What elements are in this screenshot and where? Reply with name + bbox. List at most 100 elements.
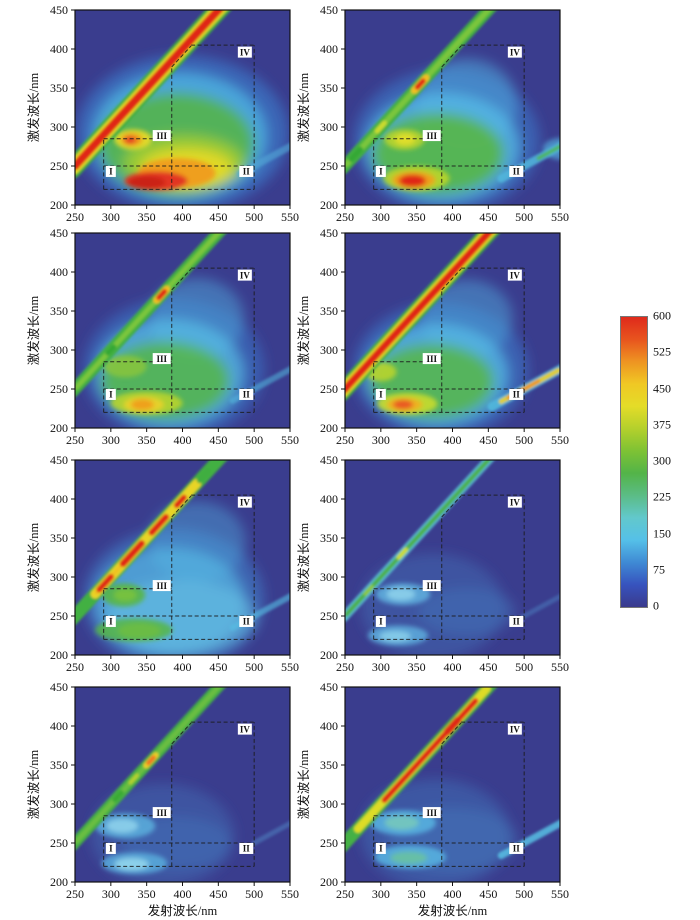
y-axis-title: 激发波长/nm xyxy=(296,523,311,593)
y-tick-label: 400 xyxy=(320,719,338,733)
region-label-iii: III xyxy=(426,131,437,141)
x-tick-label: 500 xyxy=(245,887,263,901)
region-label-i: I xyxy=(109,167,113,177)
fluorescence-peak-blob xyxy=(128,176,166,189)
second-order-scatter-line xyxy=(536,144,560,161)
rayleigh-hot-spot xyxy=(196,467,212,484)
x-tick-label: 450 xyxy=(209,433,227,447)
region-label-iv: IV xyxy=(240,724,251,734)
x-tick-label: 350 xyxy=(138,433,156,447)
y-tick-label: 350 xyxy=(50,81,68,95)
x-tick-label: 400 xyxy=(444,660,462,674)
region-label-i: I xyxy=(379,617,383,627)
y-tick-label: 400 xyxy=(320,42,338,56)
x-tick-label: 550 xyxy=(281,660,299,674)
region-label-iii: III xyxy=(156,581,167,591)
rayleigh-hot-spot xyxy=(119,540,145,567)
x-tick-label: 450 xyxy=(209,660,227,674)
x-tick-label: 550 xyxy=(281,210,299,224)
rayleigh-scatter-line xyxy=(75,233,222,390)
colorbar-tick-label: 600 xyxy=(653,308,671,323)
region-label-i: I xyxy=(109,617,113,627)
region-label-box xyxy=(422,807,441,819)
x-tick-label: 300 xyxy=(102,660,120,674)
region-label-box xyxy=(509,615,524,627)
region-label-ii: II xyxy=(513,390,521,400)
fluorescence-peak-blob xyxy=(395,134,416,145)
x-tick-label: 350 xyxy=(408,433,426,447)
x-tick-label: 350 xyxy=(408,660,426,674)
rayleigh-hot-spot xyxy=(396,547,409,560)
y-tick-label: 250 xyxy=(50,382,68,396)
region-boundary-dashed-line xyxy=(441,45,462,68)
region-label-box xyxy=(507,723,522,735)
x-tick-label: 500 xyxy=(245,660,263,674)
region-label-box xyxy=(237,496,252,508)
region-label-i: I xyxy=(379,844,383,854)
region-label-box xyxy=(239,842,254,854)
colorbar-tick-label: 525 xyxy=(653,344,671,359)
colorbar xyxy=(620,316,648,608)
y-tick-label: 300 xyxy=(320,797,338,811)
x-tick-label: 250 xyxy=(336,210,354,224)
y-tick-label: 200 xyxy=(320,198,338,212)
x-tick-label: 250 xyxy=(336,887,354,901)
y-tick-label: 200 xyxy=(50,421,68,435)
y-axis-title: 激发波长/nm xyxy=(296,296,311,366)
x-tick-label: 400 xyxy=(174,433,192,447)
region-label-box xyxy=(239,165,254,177)
x-tick-label: 400 xyxy=(174,210,192,224)
colorbar-tick-label: 75 xyxy=(653,562,665,577)
y-tick-label: 350 xyxy=(50,531,68,545)
fluorescence-peak-blob xyxy=(386,587,416,601)
region-label-i: I xyxy=(379,167,383,177)
y-tick-label: 350 xyxy=(320,531,338,545)
x-tick-label: 400 xyxy=(444,210,462,224)
y-tick-label: 350 xyxy=(50,758,68,772)
y-tick-label: 250 xyxy=(320,836,338,850)
region-label-box xyxy=(152,353,171,365)
region-label-box xyxy=(375,388,386,400)
x-tick-label: 450 xyxy=(479,433,497,447)
y-tick-label: 450 xyxy=(320,4,338,17)
fluorescence-peak-blob xyxy=(390,851,428,865)
x-tick-label: 300 xyxy=(102,433,120,447)
x-tick-label: 400 xyxy=(174,887,192,901)
fluorescence-peak-blob xyxy=(398,174,426,188)
second-order-scatter-line xyxy=(251,820,290,846)
x-tick-label: 400 xyxy=(444,887,462,901)
region-label-box xyxy=(509,842,524,854)
y-tick-label: 450 xyxy=(50,681,68,694)
y-tick-label: 300 xyxy=(50,343,68,357)
second-order-scatter-line xyxy=(514,593,560,623)
y-tick-label: 400 xyxy=(320,492,338,506)
y-tick-label: 450 xyxy=(50,227,68,240)
region-label-box xyxy=(422,353,441,365)
x-tick-label: 250 xyxy=(336,660,354,674)
region-label-iv: IV xyxy=(240,47,251,57)
x-tick-label: 450 xyxy=(479,660,497,674)
region-label-i: I xyxy=(379,390,383,400)
x-tick-label: 500 xyxy=(245,210,263,224)
colorbar-tick-label: 300 xyxy=(653,453,671,468)
y-tick-label: 200 xyxy=(320,648,338,662)
x-tick-label: 300 xyxy=(102,210,120,224)
rayleigh-scatter-line xyxy=(381,698,479,803)
region-label-ii: II xyxy=(243,390,251,400)
region-label-box xyxy=(105,388,116,400)
x-tick-label: 550 xyxy=(281,433,299,447)
y-tick-label: 400 xyxy=(50,492,68,506)
x-tick-label: 450 xyxy=(479,887,497,901)
rayleigh-hot-spot xyxy=(146,755,156,766)
region-label-i: I xyxy=(109,390,113,400)
colorbar-tick-label: 150 xyxy=(653,526,671,540)
x-tick-label: 450 xyxy=(479,210,497,224)
x-tick-label: 350 xyxy=(138,660,156,674)
region-label-box xyxy=(507,46,522,58)
y-axis-title: 激发波长/nm xyxy=(296,73,311,143)
region-boundary-dashed-line xyxy=(441,722,462,745)
